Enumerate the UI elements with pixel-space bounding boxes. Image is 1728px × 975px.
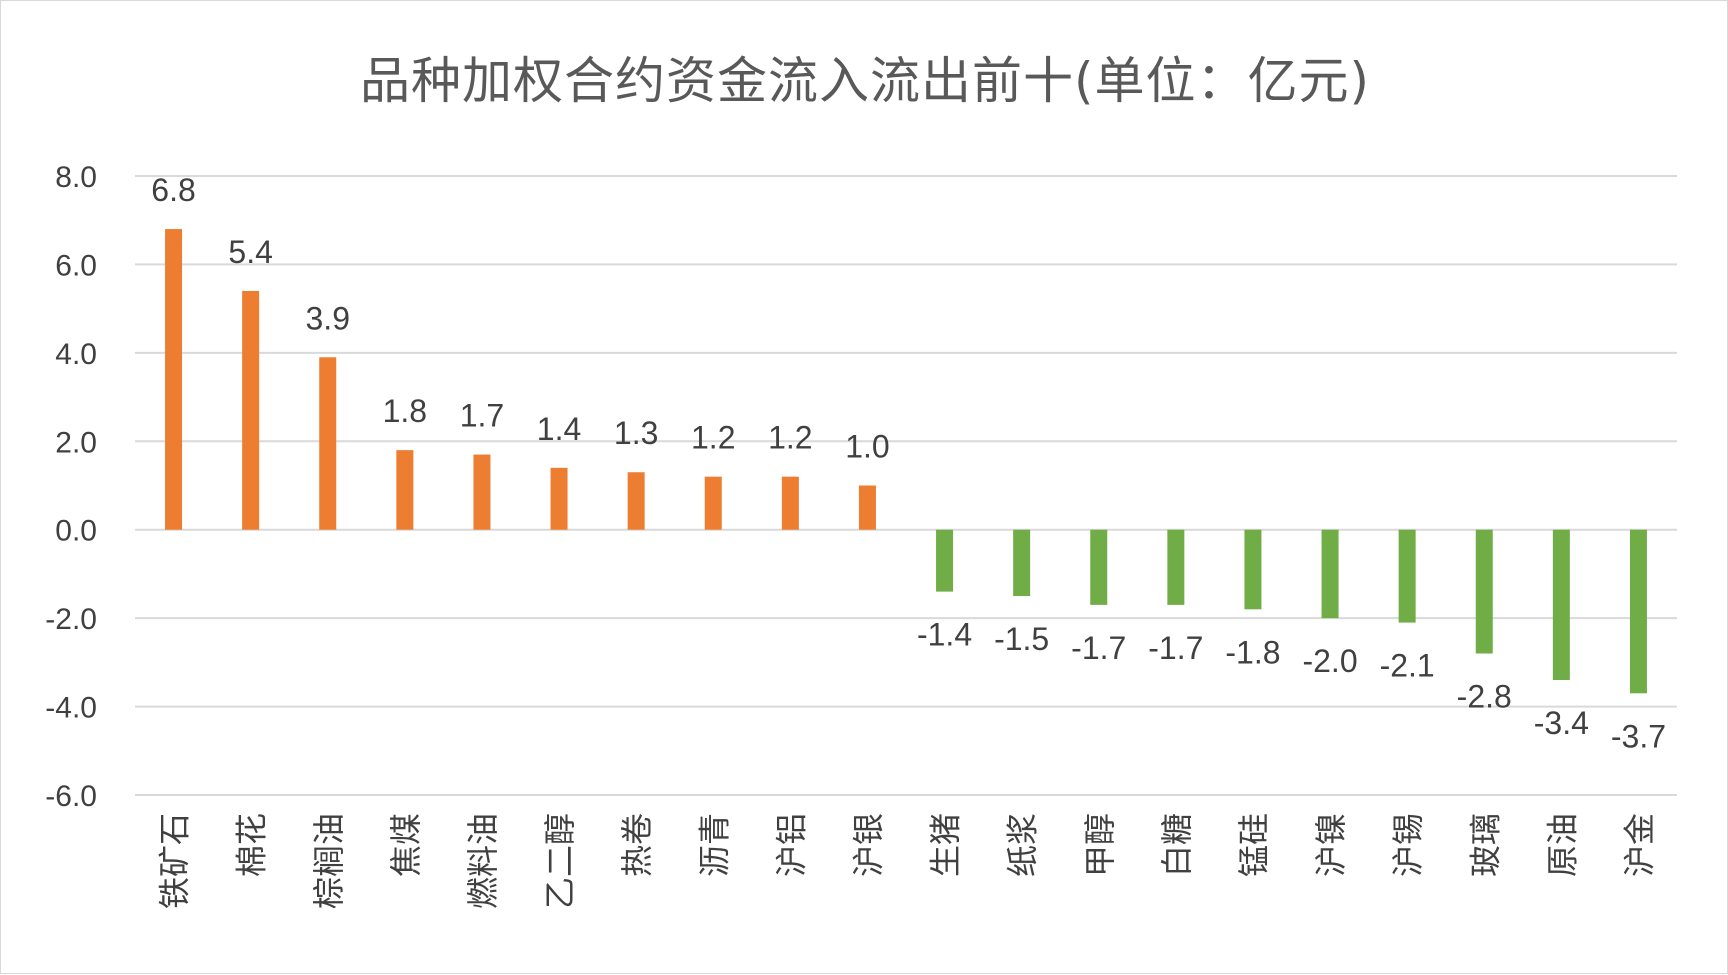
bar-11	[936, 529, 954, 592]
x-category-label: 沥青	[696, 813, 732, 877]
data-label: -2.8	[1457, 679, 1512, 715]
bar-7	[627, 472, 645, 530]
bar-14	[1167, 529, 1185, 605]
x-category-label: 沪银	[850, 813, 886, 877]
data-label: 5.4	[228, 234, 272, 270]
data-label: -2.0	[1302, 643, 1357, 679]
bar-12	[1013, 529, 1031, 597]
x-axis-categories: 铁矿石 棉花 棕榈油 焦煤 燃料油 乙二醇 热卷 沥青 沪铝 沪银 生猪 纸浆 甲醇 白糖 锰硅 沪镍 沪锡 玻璃…	[157, 813, 1658, 909]
y-tick-label: 6.0	[55, 249, 97, 282]
x-category-label: 生猪	[928, 813, 964, 877]
y-tick-label: 2.0	[55, 426, 97, 459]
x-category-label: 棉花	[234, 813, 270, 877]
x-category-label: 铁矿石	[157, 813, 193, 909]
data-label: 1.4	[537, 411, 581, 447]
y-tick-label: -6.0	[45, 780, 97, 813]
bar-4	[396, 450, 414, 530]
data-label: 1.2	[691, 420, 735, 456]
x-category-label: 焦煤	[388, 813, 424, 877]
x-category-label: 沪金	[1621, 813, 1657, 877]
gridlines	[135, 175, 1677, 796]
bar-9	[781, 476, 799, 530]
y-tick-label: 8.0	[55, 161, 97, 194]
data-label: -2.1	[1380, 648, 1435, 684]
x-category-label: 燃料油	[465, 813, 501, 909]
data-label: 6.8	[151, 172, 195, 208]
x-category-label: 沪铝	[773, 813, 809, 877]
bar-8	[704, 476, 722, 530]
x-category-label: 玻璃	[1467, 813, 1503, 877]
data-label: -1.4	[917, 617, 972, 653]
bar-17	[1398, 529, 1416, 623]
x-category-label: 锰硅	[1236, 813, 1272, 877]
bar-15	[1244, 529, 1262, 610]
y-tick-label: -2.0	[45, 603, 97, 636]
x-category-label: 棕榈油	[311, 813, 347, 909]
data-label: -3.7	[1611, 718, 1666, 754]
data-labels: 6.8 5.4 3.9 1.8 1.7 1.4 1.3 1.2 1.2 1.0 -1.4 -1.5 -1…	[151, 172, 1666, 754]
y-tick-label: 0.0	[55, 515, 97, 548]
data-label: -1.7	[1148, 630, 1203, 666]
bar-10	[858, 485, 876, 530]
bar-20	[1629, 529, 1647, 694]
data-label: 1.2	[768, 420, 812, 456]
chart-title: 品种加权合约资金流入流出前十(单位：亿元)	[359, 52, 1370, 110]
bar-13	[1090, 529, 1108, 605]
data-label: 1.3	[614, 415, 658, 451]
data-label: 3.9	[306, 300, 350, 336]
bar-6	[550, 467, 568, 530]
data-label: -1.7	[1071, 630, 1126, 666]
data-label: -3.4	[1534, 705, 1589, 741]
y-tick-label: -4.0	[45, 692, 97, 725]
bar-16	[1321, 529, 1339, 619]
x-category-label: 沪锡	[1390, 813, 1426, 877]
bar-18	[1475, 529, 1493, 654]
x-category-label: 纸浆	[1005, 813, 1041, 877]
x-category-label: 沪镍	[1313, 813, 1349, 877]
y-tick-label: 4.0	[55, 338, 97, 371]
bar-3	[319, 357, 337, 530]
bar-5	[473, 454, 491, 530]
bar-19	[1552, 529, 1570, 681]
bars	[165, 229, 1647, 694]
data-label: 1.0	[845, 429, 889, 465]
x-category-label: 乙二醇	[542, 813, 578, 909]
x-category-label: 甲醇	[1082, 813, 1118, 877]
data-label: 1.7	[460, 398, 504, 434]
data-label: -1.8	[1225, 634, 1280, 670]
y-axis-ticks: 8.0 6.0 4.0 2.0 0.0 -2.0 -4.0 -6.0	[45, 161, 97, 813]
data-label: 1.8	[383, 393, 427, 429]
data-label: -1.5	[994, 621, 1049, 657]
x-category-label: 原油	[1544, 813, 1580, 877]
x-category-label: 热卷	[619, 813, 655, 877]
x-category-label: 白糖	[1159, 813, 1195, 877]
bar-1	[165, 229, 183, 530]
bar-2	[242, 290, 260, 530]
